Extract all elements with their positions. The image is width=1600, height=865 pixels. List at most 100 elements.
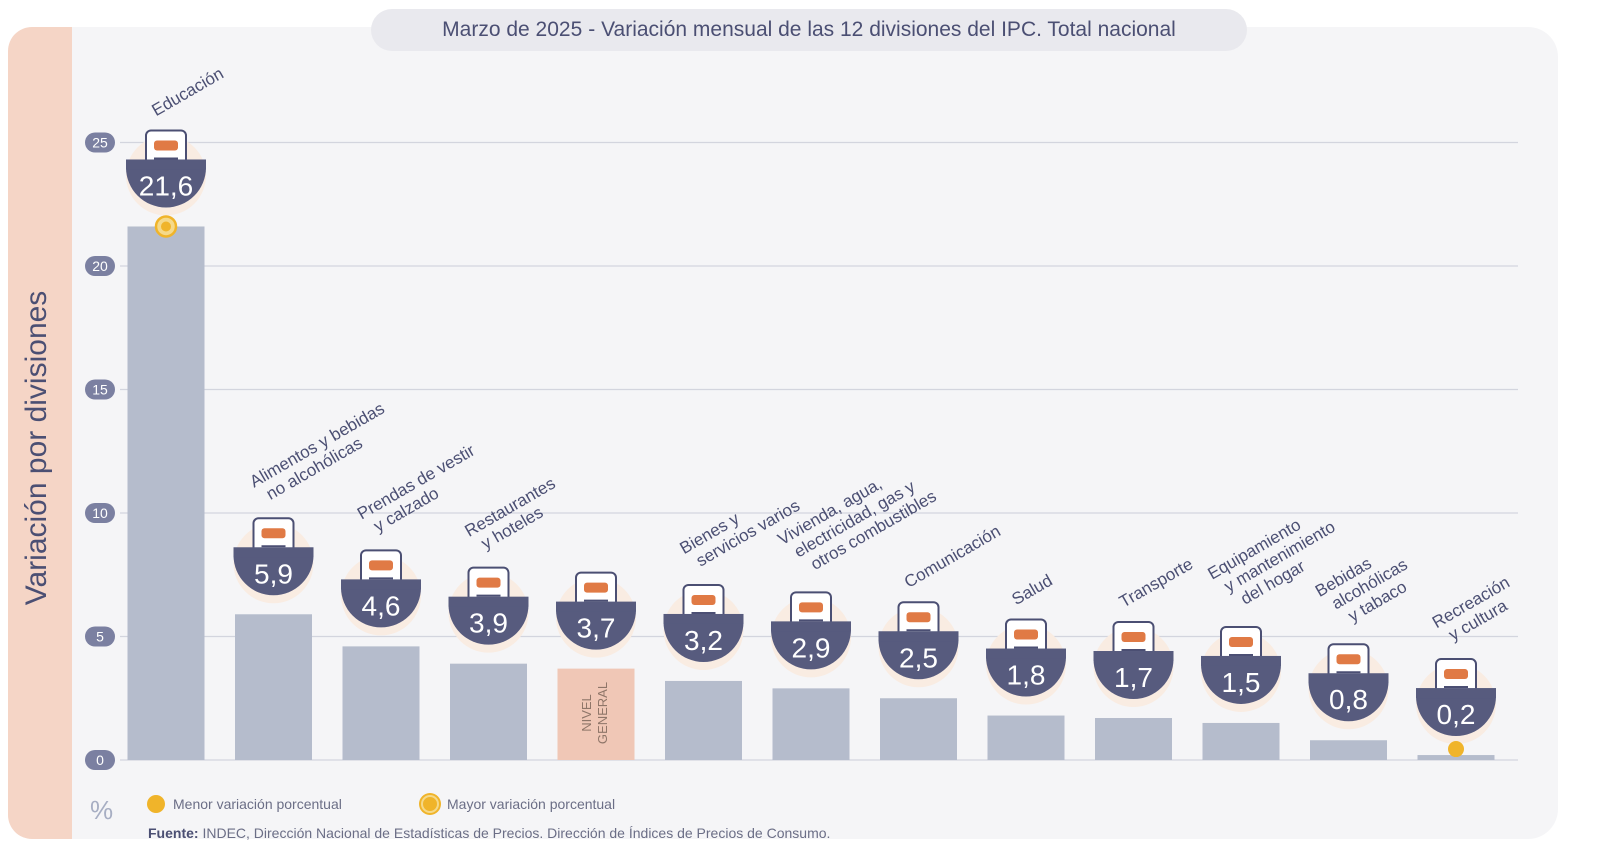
value-label: 0,8 xyxy=(1329,684,1368,715)
bar xyxy=(342,646,420,760)
bar xyxy=(665,680,742,760)
value-badge xyxy=(986,656,1066,697)
y-tick-label: 20 xyxy=(92,258,108,274)
general-label-line1: NIVEL xyxy=(579,694,594,732)
clothing-icon xyxy=(341,549,421,636)
value-badge-top xyxy=(556,601,636,612)
value-label: 4,6 xyxy=(362,590,401,621)
icon-accent xyxy=(476,577,501,588)
value-badge-top xyxy=(126,159,206,170)
value-label: 1,5 xyxy=(1222,667,1261,698)
beach-umbrella-icon xyxy=(1416,658,1496,745)
y-tick-badge xyxy=(85,379,115,400)
plug-bulb-icon xyxy=(771,591,851,678)
min-marker xyxy=(1448,741,1464,758)
value-label: 21,6 xyxy=(139,170,194,201)
value-label: 1,7 xyxy=(1114,662,1153,693)
bar xyxy=(772,688,850,760)
value-badge-top xyxy=(448,596,529,607)
restaurant-icon xyxy=(448,566,529,653)
value-label: 2,9 xyxy=(792,632,831,663)
value-label: 3,7 xyxy=(577,613,616,644)
value-badge xyxy=(448,604,529,645)
value-badge xyxy=(233,555,314,596)
min-marker-icon xyxy=(147,795,165,813)
icon-accent xyxy=(1229,636,1253,647)
bar xyxy=(880,698,957,760)
y-tick-badge xyxy=(85,256,115,276)
legend-max: Mayor variación porcentual xyxy=(421,795,615,813)
value-badge-top xyxy=(1093,651,1174,662)
title-date: Marzo de 2025 xyxy=(442,18,583,41)
y-tick-label: 10 xyxy=(92,505,108,521)
icon-accent xyxy=(799,602,823,613)
bar-general xyxy=(557,668,635,760)
value-badge xyxy=(663,621,744,662)
bar xyxy=(1310,740,1387,760)
value-label: 1,8 xyxy=(1007,660,1046,691)
icon-accent xyxy=(691,594,716,605)
value-badge xyxy=(556,609,636,650)
legend-min-label: Menor variación porcentual xyxy=(173,796,342,812)
bar xyxy=(1202,722,1280,760)
y-tick-label: 0 xyxy=(96,752,104,768)
y-tick-label: 15 xyxy=(92,382,108,398)
general-label-line2: GENERAL xyxy=(595,682,610,744)
icon-accent xyxy=(1121,632,1146,643)
legend-min: Menor variación porcentual xyxy=(147,795,342,813)
max-marker-core xyxy=(161,221,171,232)
value-label: 3,9 xyxy=(469,608,508,639)
max-marker-icon xyxy=(421,795,439,813)
value-badge xyxy=(1308,681,1389,722)
y-tick-badge xyxy=(85,503,115,523)
sube-card-car-icon xyxy=(1093,621,1174,708)
shopping-bag-icon xyxy=(556,571,636,658)
y-tick-badge xyxy=(85,132,115,153)
value-label: 3,2 xyxy=(684,625,723,656)
mobile-phone-icon xyxy=(878,601,959,688)
icon-accent xyxy=(906,612,931,623)
value-badge xyxy=(1093,659,1174,700)
percent-unit: % xyxy=(90,795,114,825)
value-badge-top xyxy=(341,579,421,590)
bar xyxy=(450,663,527,760)
value-badge-top xyxy=(1308,673,1389,684)
icon-accent xyxy=(584,582,608,593)
source-prefix: Fuente: xyxy=(148,825,199,841)
value-badge-top xyxy=(1416,688,1496,699)
icon-accent xyxy=(154,140,178,151)
value-badge xyxy=(1201,663,1281,704)
value-badge xyxy=(1416,696,1496,737)
title-subtitle: - Variación mensual de las 12 divisiones… xyxy=(588,18,1176,41)
value-badge xyxy=(771,629,851,670)
food-icon xyxy=(233,517,314,604)
y-tick-label: 5 xyxy=(96,629,104,645)
value-badge-top xyxy=(663,613,744,624)
axis-band-edge xyxy=(40,27,72,839)
notebook-icon xyxy=(126,129,206,216)
bottle-glass-icon xyxy=(1308,643,1389,730)
comb-scissors-icon xyxy=(663,583,744,670)
first-aid-icon xyxy=(986,618,1066,705)
value-badge xyxy=(878,639,959,680)
source-note: Fuente: INDEC, Dirección Nacional de Est… xyxy=(148,825,830,841)
icon-accent xyxy=(261,528,286,539)
value-label: 5,9 xyxy=(254,558,293,589)
y-axis-title: Variación por divisiones xyxy=(20,291,53,606)
value-badge-top xyxy=(1201,655,1281,666)
icon-accent xyxy=(369,560,393,571)
bar xyxy=(127,226,205,761)
y-tick-badge xyxy=(85,626,115,647)
appliances-icon xyxy=(1201,625,1281,712)
bar xyxy=(235,614,312,760)
bar xyxy=(1417,755,1495,760)
y-tick-badge xyxy=(85,750,115,770)
legend-max-label: Mayor variación porcentual xyxy=(447,796,616,812)
value-badge-top xyxy=(878,631,959,642)
icon-accent xyxy=(1336,654,1361,665)
bar xyxy=(987,715,1065,760)
value-label: 2,5 xyxy=(899,642,938,673)
icon-accent xyxy=(1444,669,1468,680)
